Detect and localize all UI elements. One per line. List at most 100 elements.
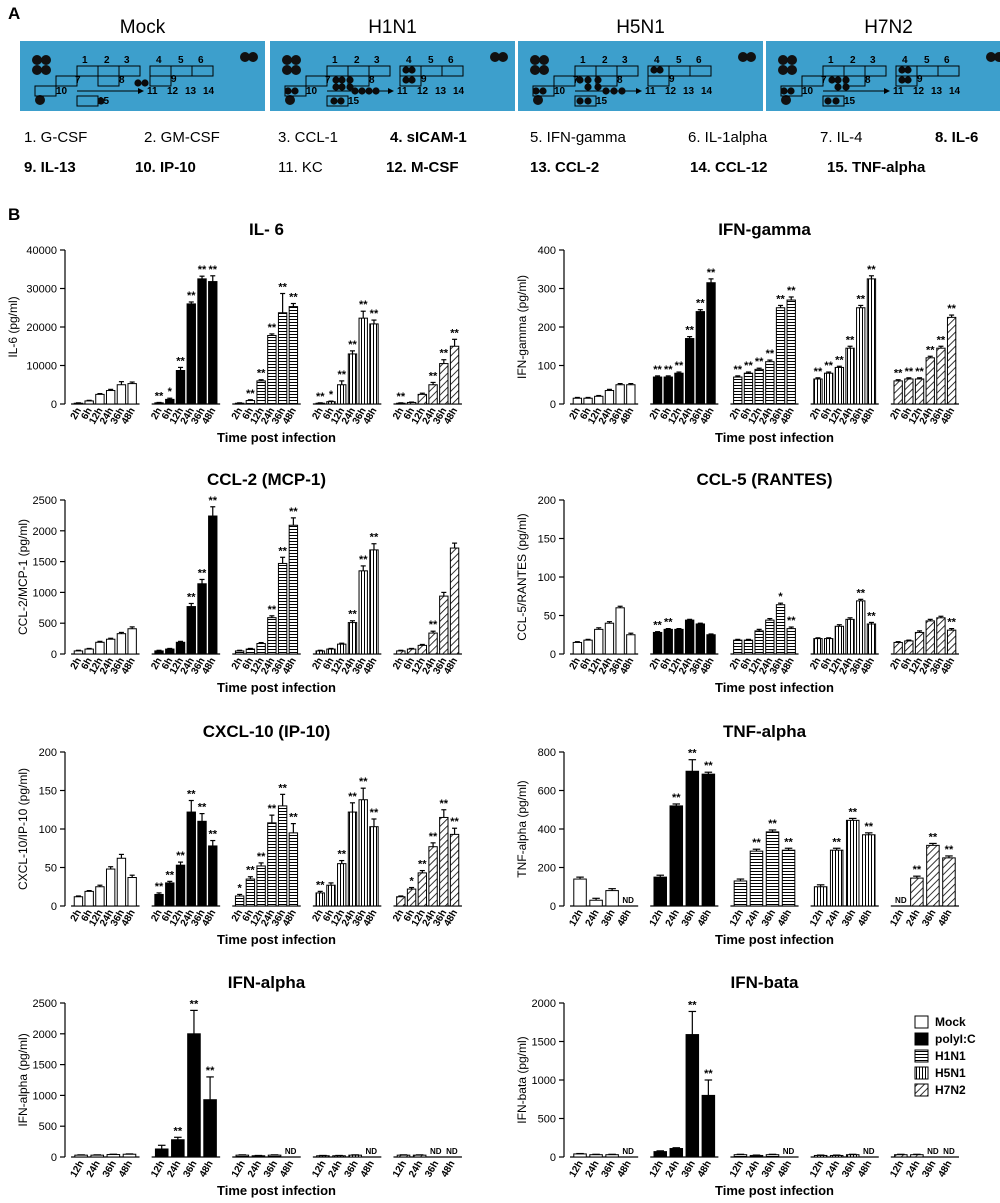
bar: [615, 384, 625, 405]
array-box: [399, 75, 422, 87]
y-tick-label: 200: [538, 495, 556, 507]
x-tick-label: 24h: [904, 1159, 922, 1179]
significance-label: **: [450, 816, 459, 828]
bar: [449, 833, 460, 907]
x-tick-label: 24h: [744, 1159, 762, 1179]
y-tick-label: 500: [538, 1114, 556, 1126]
significance-label: **: [198, 567, 207, 579]
significance-label: **: [733, 364, 742, 376]
x-tick-label: 24h: [246, 1159, 264, 1179]
y-tick-label: 0: [550, 901, 556, 913]
spot-number: 5: [924, 55, 930, 66]
significance-label: **: [418, 859, 427, 871]
y-tick-label: 1500: [33, 557, 57, 569]
bar: [186, 303, 196, 405]
bar: [245, 648, 256, 655]
panel-b-letter: B: [8, 205, 21, 224]
x-tick-label: 24h: [824, 908, 842, 928]
x-tick-label: 6h: [79, 406, 94, 422]
x-tick-label: 36h: [680, 908, 698, 928]
spot-number: 6: [696, 55, 702, 66]
bar: [893, 380, 903, 405]
spot-number: 7: [821, 75, 827, 86]
x-tick-label: 48h: [936, 908, 954, 928]
cytokine-legend-item: 15. TNF-alpha: [827, 159, 926, 176]
bar: [695, 311, 706, 405]
bar: [701, 773, 716, 907]
y-tick-label: 50: [45, 863, 57, 875]
bar: [775, 307, 786, 405]
array-box: [937, 65, 960, 77]
bar: [326, 648, 336, 655]
bar: [267, 334, 277, 405]
significance-label: **: [787, 615, 796, 627]
spot-number: 7: [573, 75, 579, 86]
cytokine-spot: [408, 76, 416, 84]
x-tick-label: 48h: [936, 1159, 954, 1179]
significance-label: **: [359, 299, 368, 311]
bar: [652, 631, 663, 655]
bar: [604, 390, 615, 405]
y-axis-label: CCL-2/MCP-1 (pg/ml): [16, 519, 30, 635]
array-box: [647, 75, 670, 87]
x-tick-label: 24h: [664, 908, 682, 928]
significance-label: **: [766, 348, 775, 360]
bar: [337, 643, 347, 655]
x-tick-label: 2h: [230, 406, 245, 422]
bar: [439, 363, 449, 405]
bar: [845, 819, 860, 907]
bar: [589, 899, 603, 907]
bar: [829, 1154, 844, 1158]
significance-label: **: [268, 322, 277, 334]
array-box: [55, 75, 78, 87]
reference-spot: [490, 52, 500, 62]
y-tick-label: 1000: [33, 587, 57, 599]
x-tick-label: 24h: [584, 908, 602, 928]
bar: [197, 820, 207, 907]
x-tick-label: 36h: [101, 1159, 119, 1179]
bar: [154, 1148, 169, 1158]
x-tick-label: 6h: [402, 908, 417, 924]
cytokine-spot: [332, 76, 340, 84]
cytokine-legend-item: 11. KC: [278, 159, 323, 176]
cytokine-spot: [584, 83, 592, 91]
x-tick-label: 48h: [856, 908, 874, 928]
cytokine-spot: [330, 97, 338, 105]
cytokine-spot: [576, 97, 584, 105]
y-tick-label: 1000: [33, 1090, 57, 1102]
significance-label: **: [198, 264, 207, 276]
x-tick-label: 6h: [899, 656, 914, 672]
reference-spot: [539, 55, 549, 65]
bar: [829, 849, 844, 907]
x-tick-label: 6h: [160, 908, 175, 924]
bar: [116, 633, 127, 655]
x-tick-label: 6h: [160, 406, 175, 422]
significance-label: **: [704, 1068, 713, 1080]
bar: [684, 338, 695, 405]
bar: [904, 378, 914, 405]
reference-spot: [32, 55, 42, 65]
x-tick-label: 6h: [578, 656, 593, 672]
y-tick-label: 0: [51, 649, 57, 661]
cytokine-spot: [828, 76, 836, 84]
significance-label: **: [707, 267, 716, 279]
significance-label: **: [856, 587, 865, 599]
cytokine-spot: [842, 76, 850, 84]
x-tick-label: 2h: [728, 406, 743, 422]
x-tick-label: 36h: [920, 1159, 938, 1179]
y-axis-label: CXCL-10/IP-10 (pg/ml): [16, 768, 30, 890]
reference-spot: [986, 52, 996, 62]
reference-spot: [282, 65, 292, 75]
bar: [572, 641, 583, 655]
x-tick-label: 2h: [568, 656, 583, 672]
cytokine-spot: [338, 83, 346, 91]
bar: [175, 641, 186, 655]
bar: [845, 347, 855, 405]
bar: [701, 1094, 716, 1158]
array-box: [553, 75, 576, 87]
bar: [910, 1154, 924, 1158]
chart-1: IFN-gamma 0 100 200 300 400 IFN-gamma (pg/ml) T…: [515, 220, 959, 445]
bar: [175, 864, 186, 907]
x-tick-label: 36h: [181, 1159, 199, 1179]
chart-title: CXCL-10 (IP-10): [203, 722, 331, 741]
